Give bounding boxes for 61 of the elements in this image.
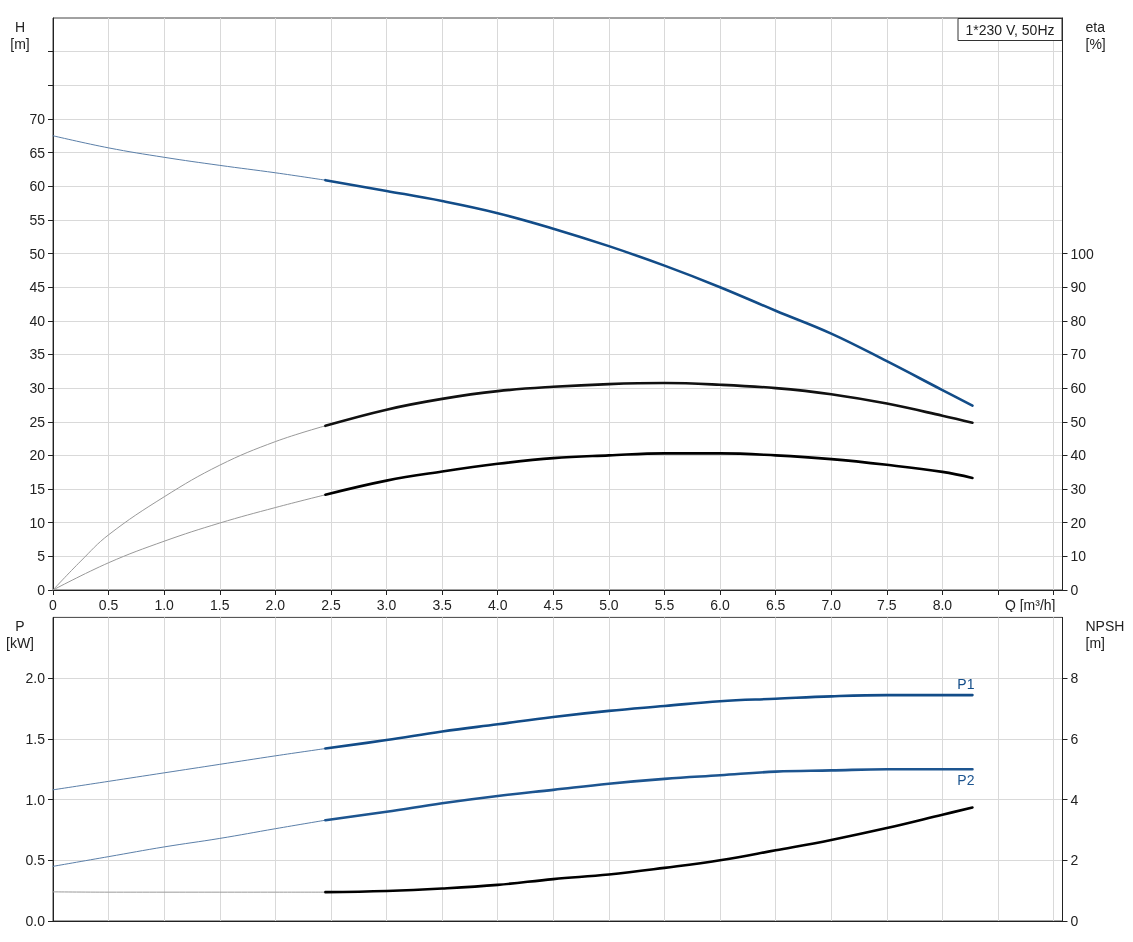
x-axis-title: Q [m³/h] [1004,596,1056,613]
y-tick-label: 1.5 [25,730,46,747]
y-tick-label: 40 [29,312,46,329]
y2-tick-label: 10 [1070,548,1087,565]
series-label: P2 [957,772,975,789]
x-tick-label: 2.5 [321,597,341,613]
x-tick-label: 2.0 [265,597,286,613]
y-tick-label: 65 [29,144,46,161]
y2-axis-title: eta [%] [1085,18,1106,52]
y-tick-label: 45 [29,279,46,296]
x-tick-label: 0.5 [98,597,119,613]
y2-tick-label: 60 [1070,380,1087,397]
chart-title: 1*230 V, 50Hz [965,22,1055,38]
y-tick-label: 1.0 [25,791,46,808]
y-axis-title: P [kW] [6,617,34,651]
x-tick-label: 5.0 [599,597,619,613]
y-tick-label: 10 [29,514,46,531]
x-tick-label: 4.5 [543,597,564,613]
y-tick-label: 0.0 [25,913,46,929]
y-tick-label: 15 [29,481,46,498]
y2-tick-label: 4 [1070,791,1079,808]
y2-axis-title: NPSH [m] [1085,617,1125,651]
y-tick-label: 25 [29,413,46,430]
y-tick-label: 50 [29,245,46,262]
x-tick-label: 4.0 [487,597,508,613]
y-tick-label: 55 [29,211,46,228]
x-tick-label: 7.5 [877,597,897,613]
y2-tick-label: 50 [1070,413,1087,430]
y-axis-title: H [m] [10,18,30,52]
y2-tick-label: 8 [1070,670,1079,687]
x-tick-label: 6.5 [765,597,786,613]
y2-tick-label: 80 [1070,312,1087,329]
x-tick-label: 6.0 [710,597,731,613]
y2-tick-label: 0 [1070,913,1079,929]
y2-tick-label: 40 [1070,447,1087,464]
y-tick-label: 0.5 [25,852,46,869]
y2-tick-label: 20 [1070,514,1087,531]
x-tick-label: 5.5 [654,597,675,613]
y2-tick-label: 70 [1070,346,1087,363]
y-tick-label: 0 [37,582,46,598]
x-tick-label: 3.5 [432,597,453,613]
y-tick-label: 5 [37,548,46,565]
y2-tick-label: 0 [1070,582,1079,598]
y2-tick-label: 90 [1070,279,1087,296]
x-tick-label: 1.0 [154,597,175,613]
y-tick-label: 60 [29,178,46,195]
y2-tick-label: 100 [1070,245,1095,262]
x-tick-label: 8.0 [932,597,953,613]
y2-tick-label: 2 [1070,852,1079,869]
y-tick-label: 30 [29,380,46,397]
y-tick-label: 70 [29,110,46,127]
y2-tick-label: 30 [1070,481,1087,498]
y-tick-label: 2.0 [25,670,46,687]
x-tick-label: 3.0 [376,597,397,613]
series-label: P1 [957,676,975,693]
x-tick-label: 7.0 [821,597,842,613]
y-tick-label: 35 [29,346,46,363]
x-tick-label: 1.5 [210,597,230,613]
y2-tick-label: 6 [1070,730,1079,747]
x-tick-label: 0 [49,597,58,613]
y-tick-label: 20 [29,447,46,464]
